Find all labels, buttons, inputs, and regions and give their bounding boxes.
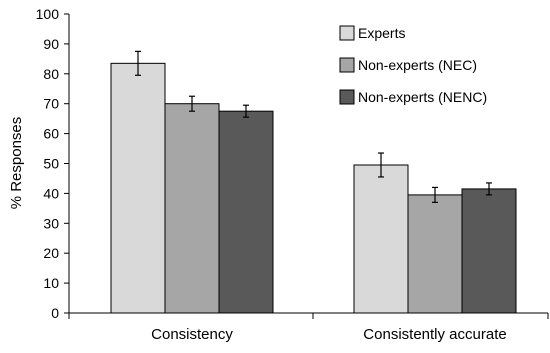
x-category-label: Consistency (151, 326, 233, 343)
y-tick-label: 70 (43, 96, 59, 112)
y-tick-label: 40 (43, 185, 59, 201)
legend-swatch (339, 25, 355, 41)
y-tick-label: 100 (36, 6, 60, 22)
axes (68, 14, 549, 319)
bar (353, 164, 409, 314)
legend-label: Experts (358, 25, 405, 41)
y-tick-label: 30 (43, 215, 59, 231)
error-bars (135, 50, 492, 203)
y-tick-label: 90 (43, 36, 59, 52)
legend-swatch (339, 89, 355, 105)
bar (407, 194, 463, 314)
bar (164, 103, 220, 314)
y-tick-label: 80 (43, 66, 59, 82)
y-axis-ticks: 0 10 20 30 40 50 60 70 80 90 100 (36, 6, 69, 321)
y-axis-title: % Responses (8, 117, 25, 210)
x-axis-labels: Consistency Consistently accurate (151, 326, 507, 343)
y-tick-label: 0 (51, 305, 59, 321)
y-tick-label: 60 (43, 126, 59, 142)
y-tick-label: 10 (43, 275, 59, 291)
y-tick-label: 50 (43, 156, 59, 172)
bar (461, 188, 517, 314)
legend: Experts Non-experts (NEC) Non-experts (NEN… (339, 25, 487, 105)
x-category-label: Consistently accurate (363, 326, 506, 343)
bar (218, 110, 274, 314)
y-tick-label: 20 (43, 245, 59, 261)
legend-swatch (339, 57, 355, 73)
bar (110, 62, 166, 314)
legend-label: Non-experts (NENC) (358, 89, 487, 105)
legend-label: Non-experts (NEC) (358, 57, 477, 73)
bars (110, 62, 517, 314)
